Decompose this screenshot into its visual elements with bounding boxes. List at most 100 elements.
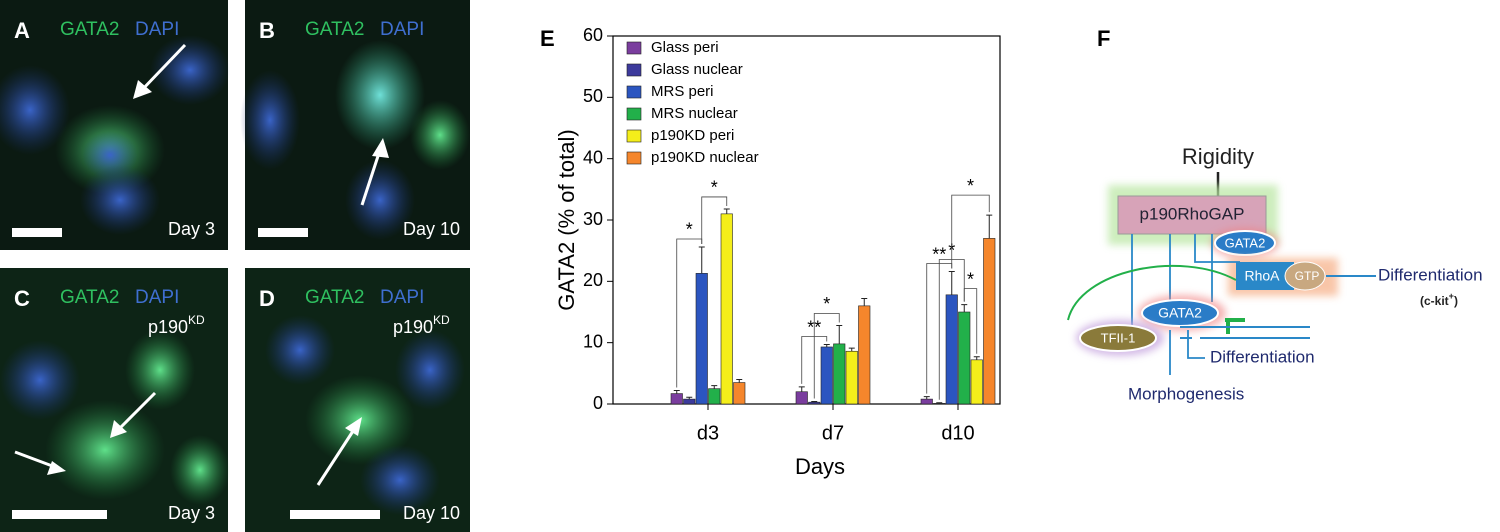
- legend-swatch: [626, 85, 642, 99]
- stain-label: GATA2: [60, 19, 119, 40]
- panel-letter: E: [540, 26, 555, 51]
- error-bar: [961, 304, 968, 312]
- label-part: ): [1454, 294, 1458, 308]
- x-tick-label: d7: [822, 422, 844, 444]
- panel-b: [240, 0, 470, 250]
- node-oval: [1284, 261, 1326, 291]
- diagram: F Rigidity p190RhoGAP GATA2 RhoA GTP Dif…: [1067, 26, 1483, 403]
- significance-label: *: [686, 220, 693, 240]
- gene: [1180, 326, 1310, 339]
- node-label: GATA2: [1225, 235, 1266, 250]
- bar: [720, 213, 733, 405]
- panel-d: [245, 268, 470, 532]
- node-box: [1117, 195, 1267, 235]
- significance-bracket: [701, 196, 728, 244]
- x-tick-label: d10: [941, 422, 974, 444]
- feedback-arrow: [1067, 264, 1237, 321]
- legend-swatch: [626, 63, 642, 77]
- error-bar: [936, 402, 943, 404]
- error-bar: [811, 401, 818, 403]
- error-bar: [836, 324, 843, 344]
- x-tick-label: d3: [697, 422, 719, 444]
- error-bar: [986, 214, 993, 239]
- stain-label: DAPI: [380, 287, 424, 308]
- panel-c: [0, 268, 230, 532]
- arrows: [1169, 330, 1205, 375]
- error-bar: [798, 386, 805, 392]
- error-bar: [723, 208, 730, 214]
- node-oval: [1079, 324, 1157, 352]
- label: Differentiation: [1378, 265, 1483, 284]
- legend-label: p190KD nuclear: [651, 149, 759, 166]
- y-tick-label: 0: [593, 393, 603, 413]
- node-label: p190RhoGAP: [1140, 204, 1245, 223]
- error-bar: [948, 271, 955, 295]
- error-bar: [736, 378, 743, 383]
- significance-label: *: [967, 176, 974, 196]
- stain-label: DAPI: [135, 287, 179, 308]
- day-label: Day 10: [403, 503, 460, 523]
- error-bar: [686, 396, 693, 400]
- panel-letter: D: [259, 286, 275, 311]
- stain-label: DAPI: [380, 19, 424, 40]
- bar: [808, 401, 821, 405]
- legend-label: MRS nuclear: [651, 105, 738, 122]
- legend-swatch: [626, 41, 642, 55]
- error-bar: [698, 246, 705, 274]
- stain-label: DAPI: [135, 19, 179, 40]
- node-box: [1236, 262, 1294, 290]
- x-axis-label: Days: [795, 454, 845, 479]
- bar: [920, 398, 933, 405]
- y-tick-label: 60: [583, 25, 603, 45]
- bar: [695, 273, 708, 405]
- bar: [820, 346, 833, 405]
- label: (c-kit+): [1420, 291, 1458, 308]
- bar: [733, 382, 746, 405]
- stain-label: GATA2: [305, 287, 364, 308]
- label: Rigidity: [1182, 144, 1254, 169]
- day-label: Day 3: [168, 219, 215, 239]
- bar-chart: E Days GATA2 (% of total) 0 10 20 30 40 50 60 d…: [540, 25, 1001, 479]
- y-tick-label: 20: [583, 270, 603, 290]
- legend-swatch: [626, 129, 642, 143]
- bar: [933, 403, 946, 405]
- condition-base: p190: [393, 317, 433, 337]
- bar: [845, 350, 858, 405]
- legend-swatch: [626, 107, 642, 121]
- arrows: [1131, 234, 1240, 330]
- significance-bracket: [951, 194, 990, 269]
- panel-letter: A: [14, 18, 30, 43]
- bar: [983, 238, 996, 405]
- panel-letter: C: [14, 286, 30, 311]
- error-bar: [923, 396, 930, 400]
- bar: [795, 391, 808, 405]
- label-part: (c-kit: [1420, 294, 1449, 308]
- bar: [833, 343, 846, 405]
- error-bar: [711, 385, 718, 389]
- significance-bracket: [963, 288, 978, 354]
- condition-label: p190KD: [393, 313, 450, 337]
- y-tick-label: 10: [583, 331, 603, 351]
- significance-label: *: [967, 269, 974, 289]
- stain-label: GATA2: [305, 19, 364, 40]
- label-sup: +: [1449, 291, 1454, 301]
- bar: [708, 388, 721, 405]
- significance-label: *: [823, 294, 830, 314]
- legend-label: Glass nuclear: [651, 61, 743, 78]
- panel-letter: B: [259, 18, 275, 43]
- significance-bracket: [813, 313, 840, 399]
- panel-a: [0, 0, 230, 250]
- error-bar: [861, 298, 868, 306]
- legend-label: MRS peri: [651, 83, 714, 100]
- node-label: RhoA: [1244, 268, 1280, 284]
- bar: [970, 359, 983, 405]
- condition-sup: KD: [188, 313, 205, 327]
- panel-letter: F: [1097, 26, 1110, 51]
- stain-label: GATA2: [60, 287, 119, 308]
- y-tick-label: 30: [583, 209, 603, 229]
- node-label: GTP: [1295, 269, 1320, 283]
- legend-label: p190KD peri: [651, 127, 734, 144]
- condition-base: p190: [148, 317, 188, 337]
- bar: [958, 311, 971, 405]
